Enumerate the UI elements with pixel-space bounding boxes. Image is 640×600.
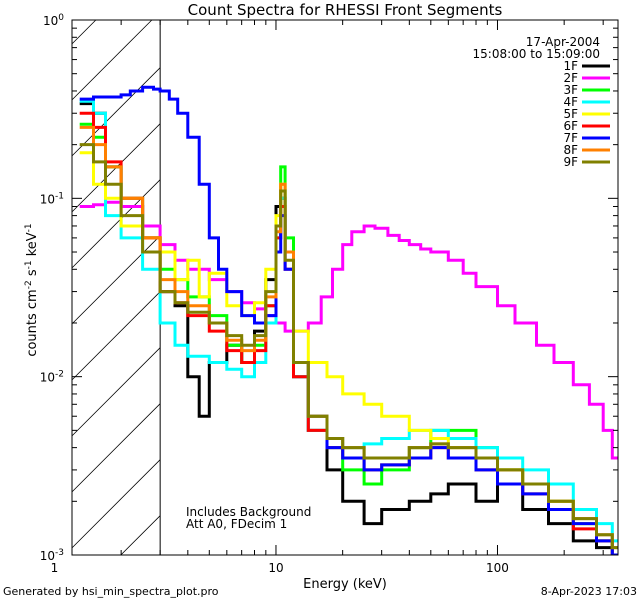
hatch-line — [71, 291, 161, 381]
x-tick-label: 1 — [51, 561, 59, 575]
x-tick-label: 100 — [486, 561, 509, 575]
hatch-line — [71, 19, 97, 45]
hatch-line — [71, 347, 161, 437]
legend-label-8F: 8F — [563, 143, 578, 157]
hatch-line — [120, 515, 161, 556]
timestamp-label: 8-Apr-2023 17:03 — [541, 585, 637, 598]
hatch-line — [71, 179, 161, 269]
plot-frame — [71, 19, 619, 556]
legend-label-5F: 5F — [563, 107, 578, 121]
legend-label-4F: 4F — [563, 95, 578, 109]
legend-label-2F: 2F — [563, 71, 578, 85]
annotation-background: Includes Background — [186, 505, 311, 519]
x-axis-label: Energy (keV) — [303, 577, 387, 592]
legend-label-9F: 9F — [563, 155, 578, 169]
chart-title: Count Spectra for RHESSI Front Segments — [188, 1, 503, 19]
x-tick-labels: 1 10 100 — [51, 561, 509, 575]
generated-by-label: Generated by hsi_min_spectra_plot.pro — [3, 585, 219, 598]
hatch-line — [71, 67, 161, 157]
legend-label-7F: 7F — [563, 131, 578, 145]
legend-label-6F: 6F — [563, 119, 578, 133]
y-tick-label: 100 — [43, 13, 64, 28]
x-tick-label: 10 — [268, 561, 283, 575]
series-group — [79, 85, 618, 555]
y-tick-label: 10-2 — [40, 370, 64, 385]
series-line-9F — [79, 143, 618, 550]
legend-label-1F: 1F — [563, 59, 578, 73]
hatch-line — [71, 19, 153, 101]
hatch-line — [71, 235, 161, 325]
hatch-line — [71, 459, 161, 549]
series-line-2F — [79, 200, 618, 460]
annotation-attenuator: Att A0, FDecim 1 — [186, 517, 287, 531]
axis-ticks — [72, 19, 618, 556]
y-axis-label: counts cm-2 s-1 keV-1 — [24, 223, 40, 356]
y-tick-label: 10-1 — [40, 191, 64, 206]
date-label: 17-Apr-2004 — [526, 35, 600, 49]
hatch-line — [71, 403, 161, 493]
legend-label-3F: 3F — [563, 83, 578, 97]
time-range-label: 15:08:00 to 15:09:00 — [473, 47, 600, 61]
